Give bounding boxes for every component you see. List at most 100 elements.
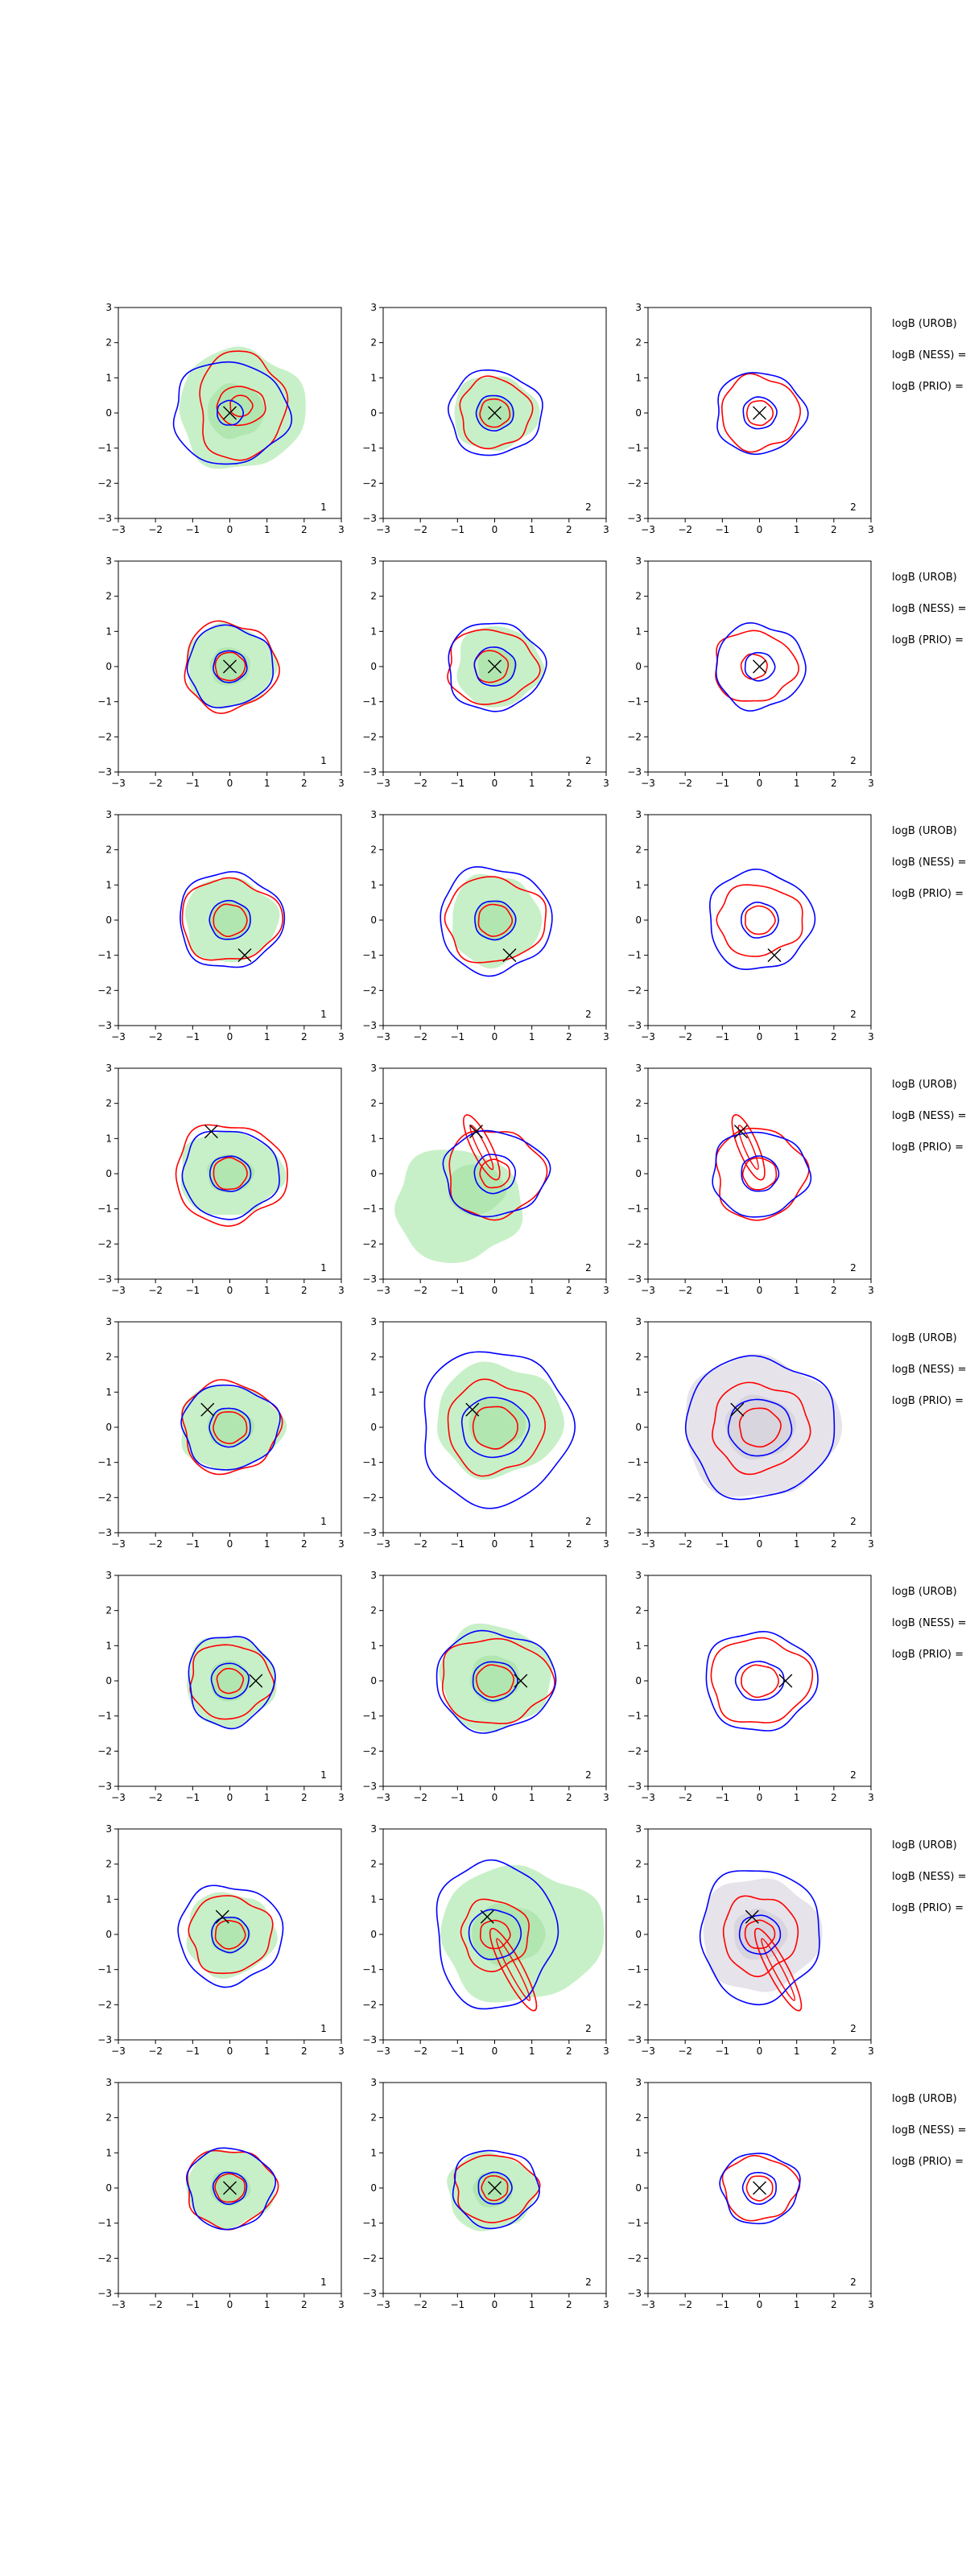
density-fill-inner <box>208 382 265 440</box>
y-tick-label: 2 <box>370 1605 377 1616</box>
x-tick-label: −3 <box>376 778 390 789</box>
y-tick-label: 0 <box>370 2182 377 2194</box>
y-tick-label: 3 <box>635 2077 642 2088</box>
x-tick-label: −2 <box>413 1285 427 1296</box>
y-tick-label: −2 <box>97 1238 112 1249</box>
y-tick-label: 0 <box>635 661 642 672</box>
y-tick-label: 2 <box>105 844 112 856</box>
x-tick-label: 1 <box>529 1792 535 1803</box>
x-tick-label: 1 <box>794 1792 800 1803</box>
red-contour <box>447 1378 546 1477</box>
y-tick-label: −3 <box>97 513 112 524</box>
x-tick-label: 0 <box>757 778 763 789</box>
side-label: logB (UROB) <box>892 1839 957 1852</box>
panel-number-label: 2 <box>585 1262 592 1274</box>
x-tick-label: 2 <box>566 524 572 535</box>
x-tick-label: −2 <box>678 1031 692 1042</box>
red-contour <box>745 399 774 427</box>
blue-contour <box>209 1155 252 1192</box>
red-contour <box>472 1406 518 1450</box>
red-contour <box>744 1919 776 1950</box>
blue-contour <box>719 2153 801 2225</box>
x-tick-label: −1 <box>450 1538 464 1550</box>
x-tick-label: −1 <box>715 1792 729 1803</box>
side-label: logB (PRIO) = <box>892 1902 964 1914</box>
y-tick-label: −3 <box>627 2034 642 2046</box>
x-tick-label: −3 <box>376 2046 390 2057</box>
y-tick-label: −3 <box>362 513 377 524</box>
x-tick-label: 3 <box>868 778 874 789</box>
panel-number-label: 2 <box>585 1009 592 1020</box>
y-tick-label: −3 <box>627 1020 642 1031</box>
x-tick-label: −1 <box>715 524 729 535</box>
truth-marker <box>488 659 502 674</box>
y-tick-label: −1 <box>627 2218 642 2229</box>
x-tick-label: −3 <box>111 2299 126 2310</box>
side-label: logB (NESS) = <box>892 1617 966 1629</box>
y-tick-label: −2 <box>362 477 377 489</box>
x-tick-label: −2 <box>678 2046 692 2057</box>
truth-marker <box>733 1125 748 1139</box>
side-label: logB (NESS) = <box>892 1364 966 1376</box>
x-tick-label: 1 <box>529 1285 535 1296</box>
x-tick-label: −3 <box>641 1538 655 1550</box>
y-tick-label: −1 <box>97 696 112 708</box>
x-tick-label: 3 <box>868 1285 874 1296</box>
x-tick-label: 1 <box>529 2046 535 2057</box>
y-tick-label: −1 <box>97 1964 112 1975</box>
y-tick-label: 3 <box>370 2077 377 2088</box>
y-tick-label: 0 <box>105 661 112 672</box>
x-tick-label: −3 <box>641 2299 655 2310</box>
truth-marker <box>223 406 237 420</box>
y-tick-label: −2 <box>627 1492 642 1503</box>
y-tick-label: 0 <box>370 1422 377 1433</box>
red-contour <box>716 884 803 957</box>
truth-marker <box>488 406 502 420</box>
x-tick-label: −3 <box>641 524 655 535</box>
blue-contour <box>188 1636 276 1730</box>
y-tick-label: 2 <box>370 591 377 602</box>
y-tick-label: 0 <box>370 914 377 926</box>
panel-number-label: 2 <box>850 2023 857 2034</box>
x-tick-label: −1 <box>450 1792 464 1803</box>
side-label: logB (UROB) <box>892 1332 957 1344</box>
x-tick-label: 0 <box>492 1538 498 1550</box>
x-tick-label: −1 <box>185 2046 200 2057</box>
y-tick-label: 1 <box>105 1386 112 1397</box>
truth-marker <box>223 2181 237 2195</box>
y-tick-label: −2 <box>362 2252 377 2264</box>
truth-marker <box>767 948 782 963</box>
x-tick-label: 2 <box>831 778 837 789</box>
blue-contour <box>440 866 553 977</box>
y-tick-label: −2 <box>362 985 377 996</box>
blue-contour <box>186 2147 277 2231</box>
truth-marker <box>465 1402 480 1417</box>
y-tick-label: 2 <box>370 337 377 349</box>
y-tick-label: 0 <box>105 1929 112 1940</box>
y-tick-label: 0 <box>635 407 642 419</box>
side-label: logB (UROB) <box>892 2093 957 2105</box>
subplot-r7-c1: −3 −2 −1 0 1 2 3 −3 −2 −1 0 1 2 3 1 <box>97 1823 345 2057</box>
x-tick-label: 0 <box>492 2299 498 2310</box>
red-contour <box>175 1124 288 1227</box>
truth-marker <box>502 948 517 963</box>
y-tick-label: 2 <box>370 1098 377 1109</box>
x-tick-label: −2 <box>148 1285 163 1296</box>
y-tick-label: −2 <box>97 2252 112 2264</box>
y-tick-label: −3 <box>627 766 642 778</box>
y-tick-label: 3 <box>635 1316 642 1327</box>
y-tick-label: 1 <box>105 372 112 383</box>
x-tick-label: −3 <box>376 2299 390 2310</box>
y-tick-label: 0 <box>370 1929 377 1940</box>
panel-number-label: 2 <box>850 1769 857 1781</box>
x-tick-label: −3 <box>111 1285 126 1296</box>
y-tick-label: 2 <box>635 591 642 602</box>
y-tick-label: −1 <box>97 950 112 961</box>
red-contour-tail-inner <box>737 1125 759 1170</box>
subplot-r2-c3: −3 −2 −1 0 1 2 3 −3 −2 −1 0 1 2 3 2 <box>627 555 874 789</box>
y-tick-label: 2 <box>370 844 377 856</box>
y-tick-label: −3 <box>97 2034 112 2046</box>
